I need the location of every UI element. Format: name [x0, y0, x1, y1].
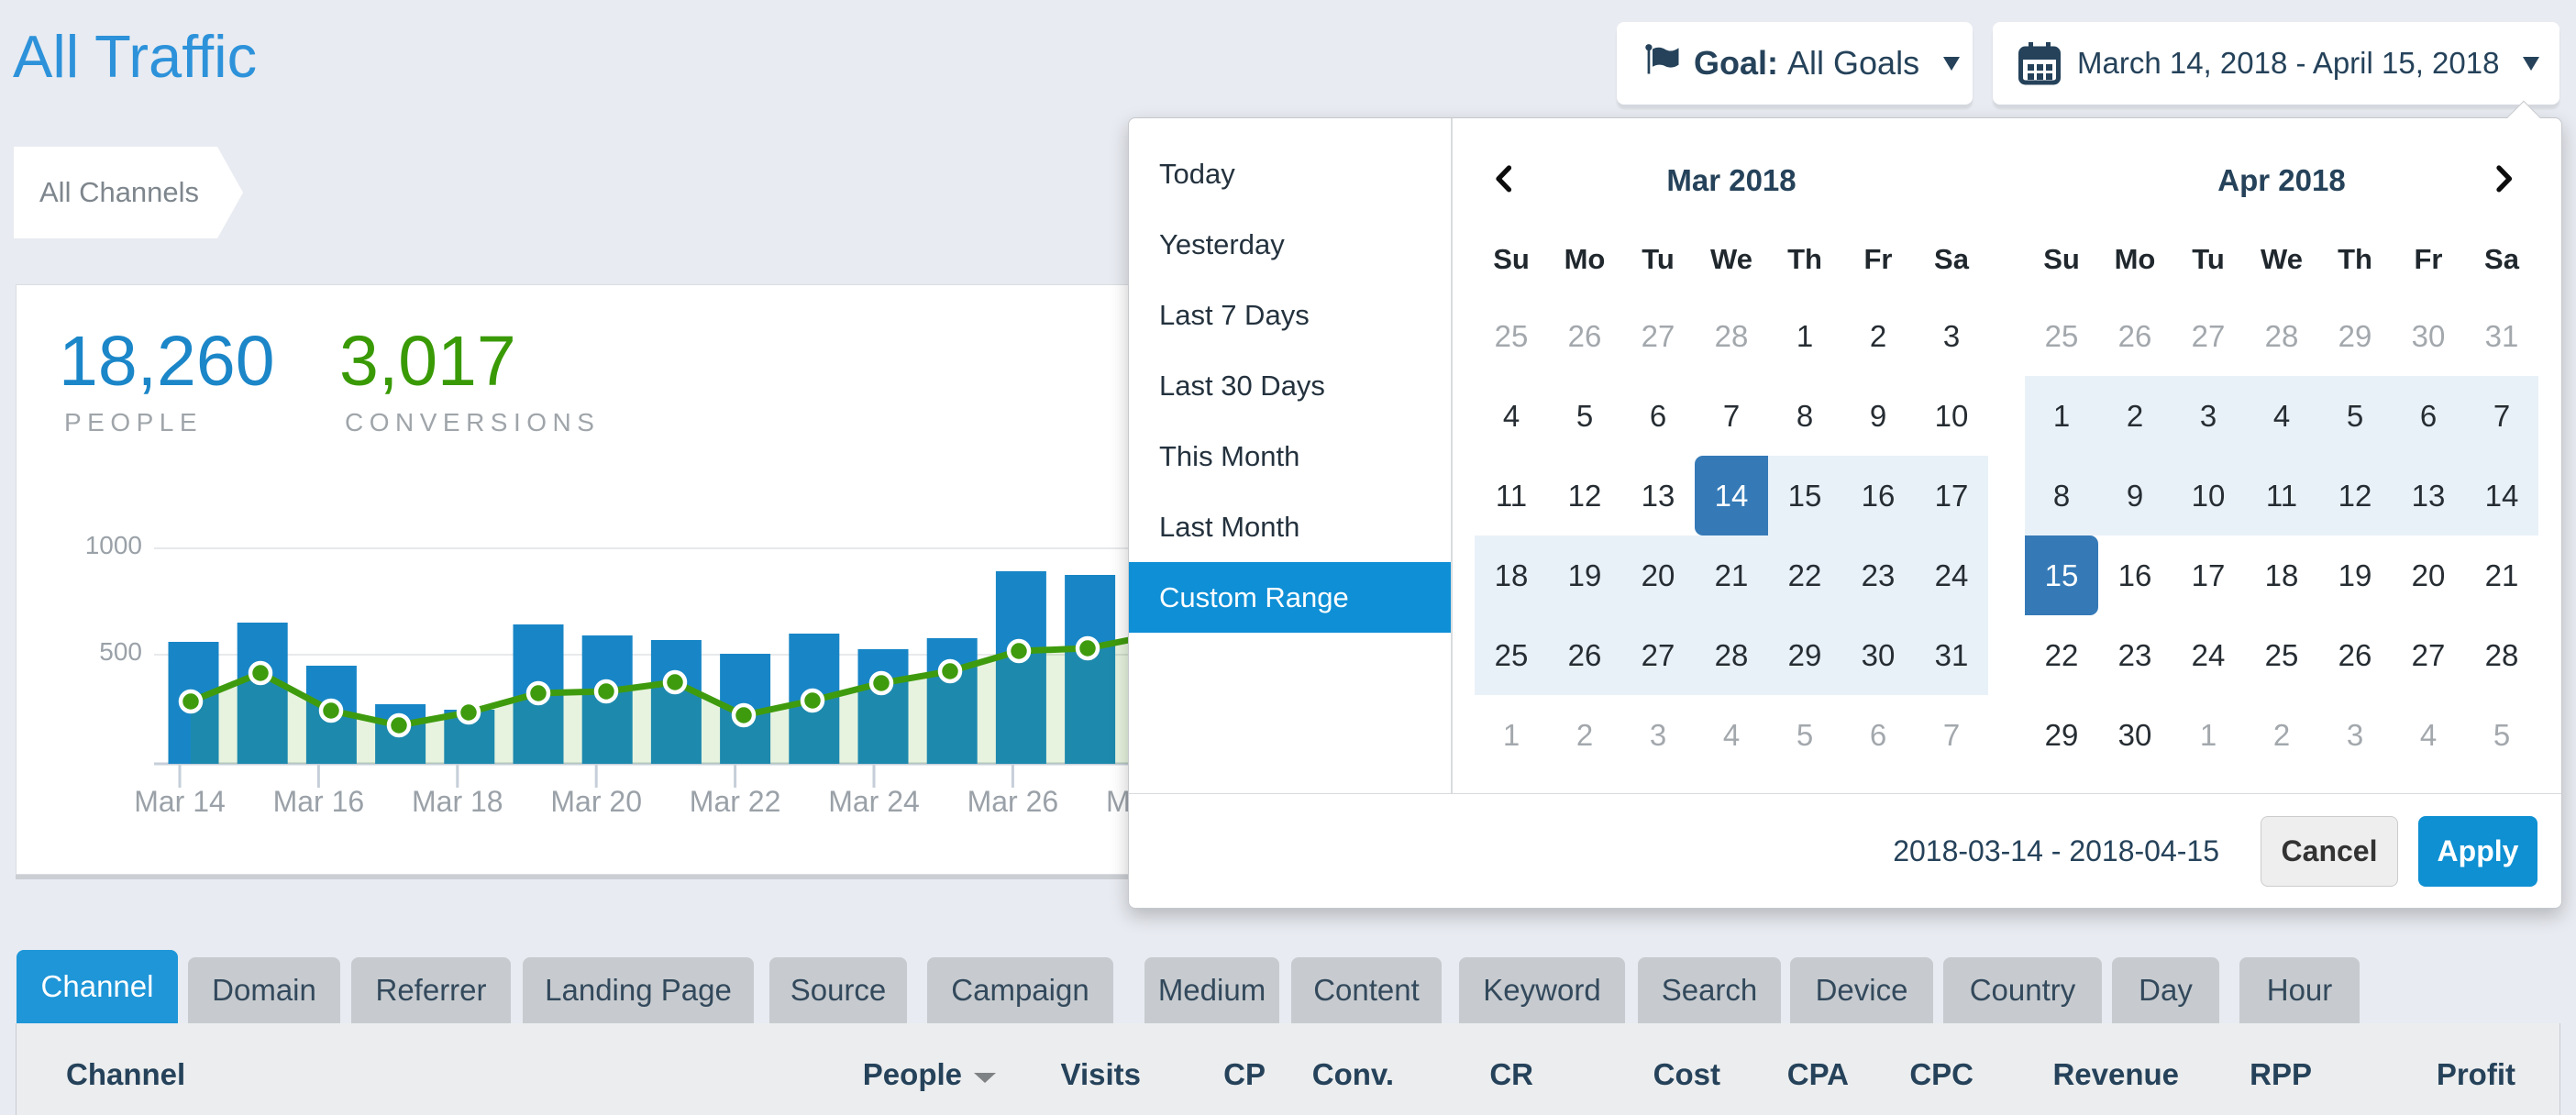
svg-text:500: 500 — [99, 637, 142, 666]
svg-text:Mar 24: Mar 24 — [828, 785, 920, 818]
svg-text:Mar 20: Mar 20 — [550, 785, 642, 818]
svg-text:Mar 18: Mar 18 — [412, 785, 503, 818]
svg-text:Mar 16: Mar 16 — [273, 785, 365, 818]
svg-text:1000: 1000 — [85, 531, 142, 559]
svg-text:Mar 26: Mar 26 — [967, 785, 1059, 818]
svg-text:Mar 14: Mar 14 — [134, 785, 226, 818]
svg-text:Mar 22: Mar 22 — [690, 785, 781, 818]
